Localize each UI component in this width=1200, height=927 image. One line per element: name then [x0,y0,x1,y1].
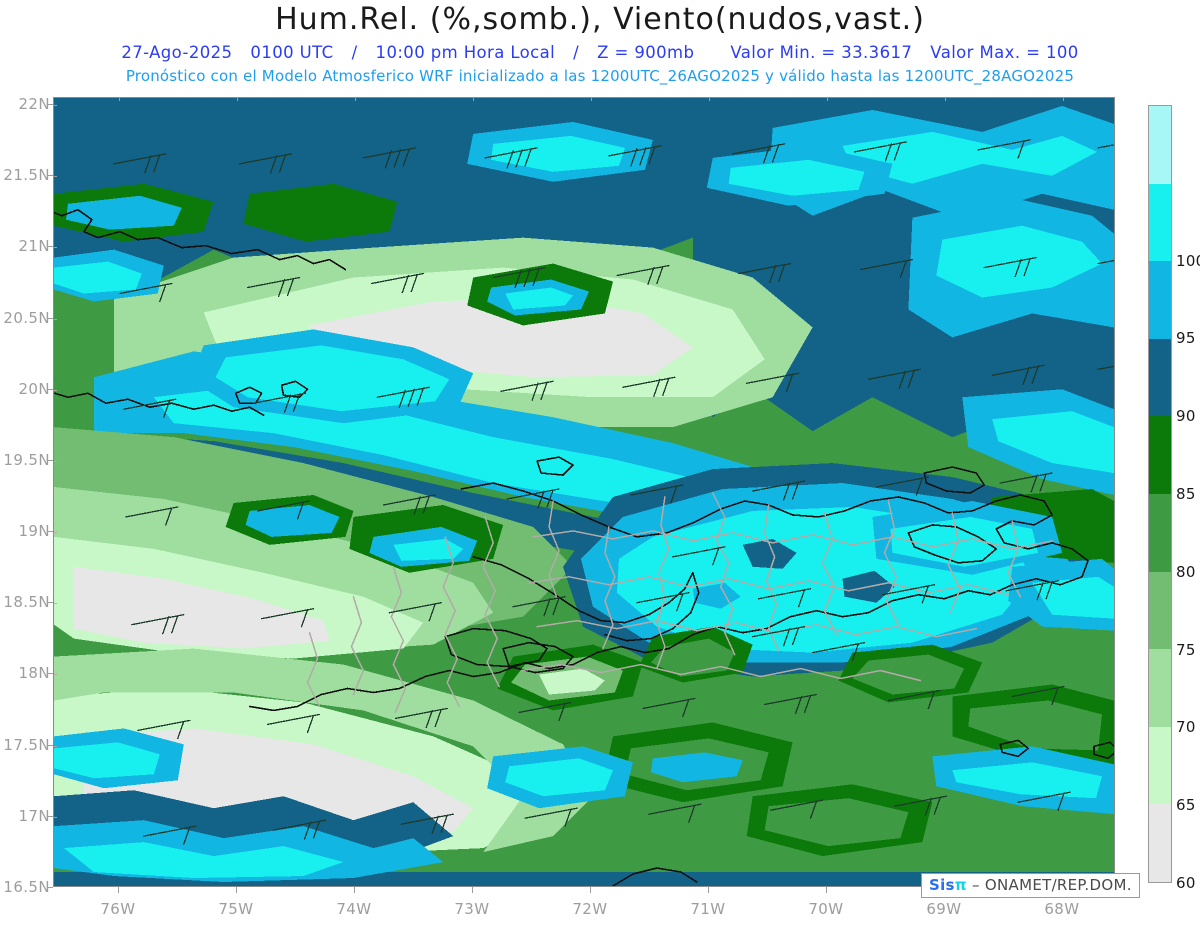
subtitle-sep2: / [573,43,580,62]
x-axis-label: 69W [926,900,962,918]
colorbar-tick-label: 80 [1176,562,1196,581]
colorbar-tick-label: 75 [1176,640,1196,659]
chart-subtitle-valid-time: 27-Ago-2025 0100 UTC / 10:00 pm Hora Local /… [0,43,1200,62]
colorbar-tick-label: 65 [1176,796,1196,815]
colorbar-segment [1149,183,1171,262]
x-axis-label: 71W [690,900,726,918]
colorbar-labels: 60 65 70 75 80 85 90 95 100 [1176,97,1200,897]
colorbar-segment [1149,106,1171,184]
colorbar-tick-label: 100 [1176,251,1200,270]
y-axis-label: 18.5N [3,593,50,612]
y-axis-label: 17.5N [3,735,50,754]
y-axis-label: 19N [18,522,50,541]
logo-org-text: – ONAMET/REP.DOM. [972,876,1132,894]
colorbar-segment [1149,804,1171,882]
weather-map-plot[interactable] [53,97,1115,887]
colorbar-tick-label: 90 [1176,407,1196,426]
chart-header: Hum.Rel. (%,somb.), Viento(nudos,vast.) … [0,0,1200,95]
colorbar-segment [1149,493,1171,572]
x-axis-tick [589,887,591,893]
x-axis-tick [117,887,119,893]
colorbar-segment [1149,649,1171,727]
x-axis-label: 70W [808,900,844,918]
x-axis-tick [707,887,709,893]
subtitle-min-value: Valor Min. = 33.3617 [730,43,913,62]
y-axis-label: 18N [18,664,50,683]
humidity-shaded-field [54,98,1114,886]
colorbar-tick-label: 70 [1176,718,1196,737]
subtitle-sep1: / [351,43,358,62]
y-axis-label: 16.5N [3,878,50,896]
x-axis-label: 72W [572,900,608,918]
x-axis-tick [825,887,827,893]
y-axis-label: 20.5N [3,308,50,327]
x-axis-tick [471,887,473,893]
subtitle-utc: 0100 UTC [250,43,334,62]
x-axis-label: 75W [218,900,254,918]
colorbar-segment [1149,571,1171,650]
subtitle-local-time: 10:00 pm Hora Local [375,43,556,62]
x-axis-label: 73W [454,900,490,918]
colorbar-segment [1149,338,1171,417]
subtitle-date: 27-Ago-2025 [121,43,233,62]
x-axis-tick [353,887,355,893]
logo-pi-icon: π [954,876,967,894]
colorbar [1148,105,1172,883]
y-axis-label: 21N [18,237,50,256]
colorbar-tick-label: 95 [1176,329,1196,348]
y-axis-label: 22N [18,95,50,114]
subtitle-level: Z = 900mb [597,43,695,62]
y-axis-label: 20N [18,379,50,398]
page-title: Hum.Rel. (%,somb.), Viento(nudos,vast.) [275,2,925,37]
x-axis-label: 68W [1044,900,1080,918]
y-axis-tick [47,887,53,888]
agency-logo: Sisπ – ONAMET/REP.DOM. [921,873,1140,898]
chart-subtitle-model-run: Pronóstico con el Modelo Atmosferico WRF… [125,67,1075,85]
colorbar-segment [1149,726,1171,805]
x-axis-label: 74W [336,900,372,918]
colorbar-segment [1149,261,1171,339]
colorbar-tick-label: 85 [1176,485,1196,503]
x-axis-label: 76W [100,900,136,918]
colorbar-segment [1149,416,1171,494]
subtitle-max-value: Valor Max. = 100 [930,43,1079,62]
y-axis-label: 21.5N [3,166,50,185]
x-axis-tick [235,887,237,893]
y-axis-label: 19.5N [3,450,50,469]
logo-sis-text: Sis [929,876,955,894]
y-axis-label: 17N [18,806,50,825]
colorbar-tick-label: 60 [1176,874,1196,892]
